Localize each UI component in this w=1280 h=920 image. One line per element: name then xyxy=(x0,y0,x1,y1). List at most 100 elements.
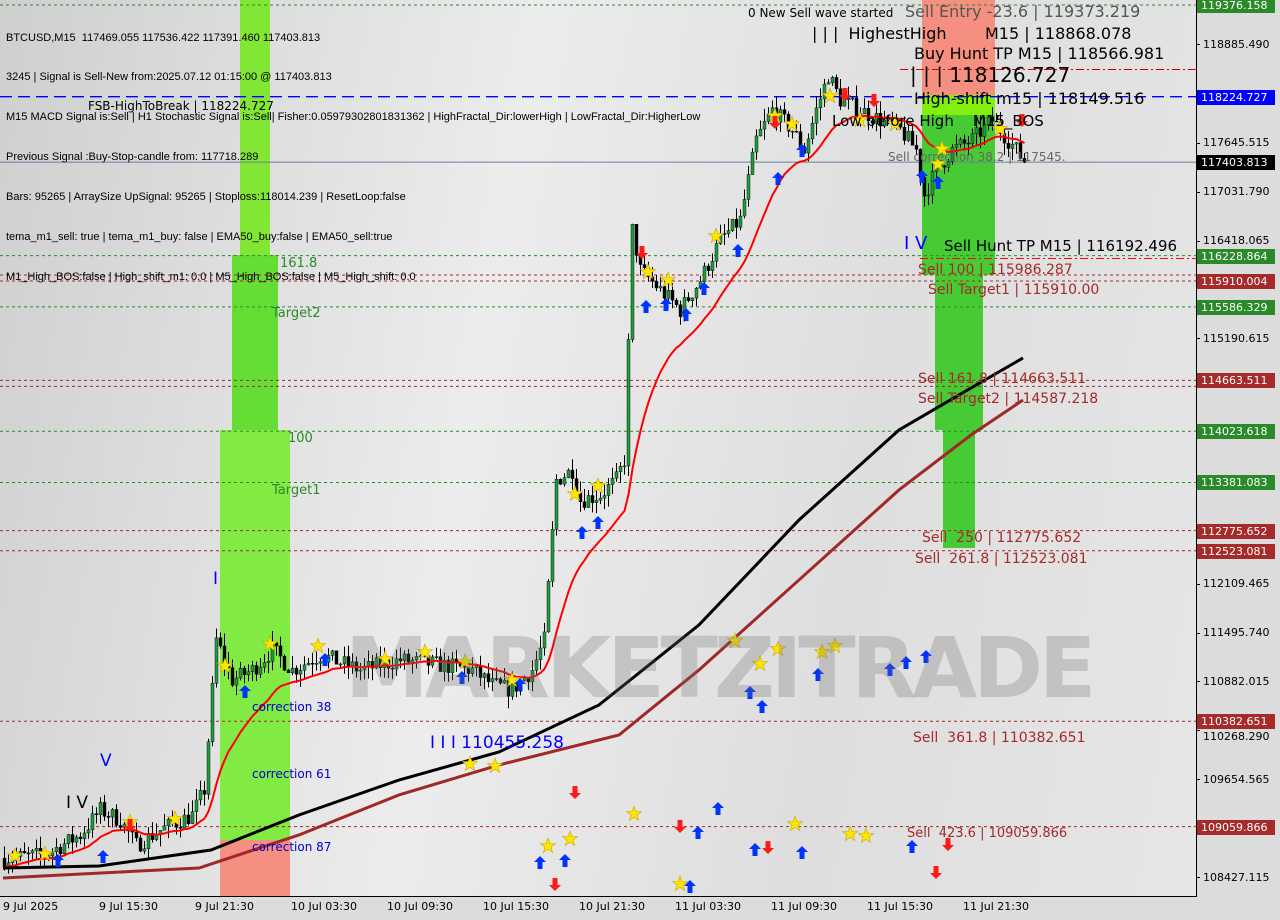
star-icon xyxy=(751,655,769,672)
bull-candle xyxy=(182,814,187,829)
bull-candle xyxy=(826,82,831,85)
up-arrow-icon xyxy=(900,656,912,669)
bull-candle xyxy=(566,469,571,478)
bull-candle xyxy=(146,833,151,849)
bull-candle xyxy=(214,637,219,684)
bear-candle xyxy=(26,852,31,855)
up-arrow-icon xyxy=(772,172,784,185)
ema-long-line xyxy=(2,398,1024,880)
price-tag: 112775.652 xyxy=(1197,523,1275,539)
price-tag: 114663.511 xyxy=(1197,373,1275,389)
star-icon xyxy=(309,637,327,654)
bull-candle xyxy=(562,477,567,485)
bull-candle xyxy=(586,495,591,508)
bull-candle xyxy=(110,809,115,818)
star-icon xyxy=(6,847,24,864)
up-arrow-icon xyxy=(749,843,761,856)
bull-candle xyxy=(742,199,747,217)
bear-candle xyxy=(870,120,875,124)
y-tick-label: 110268.290 xyxy=(1203,730,1270,744)
bull-candle xyxy=(198,790,203,801)
bull-candle xyxy=(814,107,819,124)
bull-candle xyxy=(554,479,559,530)
correction-87-label: correction 87 xyxy=(252,840,332,854)
bear-candle xyxy=(866,108,871,121)
star-icon xyxy=(933,140,951,157)
bull-candle xyxy=(946,161,951,168)
bull-candle xyxy=(34,848,39,851)
bull-candle xyxy=(82,832,87,840)
sell-361-label: Sell 361.8 | 110382.651 xyxy=(913,730,1086,746)
bull-candle xyxy=(926,194,931,197)
bear-candle xyxy=(254,665,259,675)
bull-candle xyxy=(986,116,991,125)
up-arrow-icon xyxy=(640,300,652,313)
price-tag: 116228.864 xyxy=(1197,248,1275,264)
bear-candle xyxy=(390,667,395,670)
bull-candle xyxy=(482,673,487,678)
tick-mark xyxy=(1196,44,1200,46)
bull-candle xyxy=(626,339,631,467)
down-arrow-icon xyxy=(942,838,954,851)
bear-candle xyxy=(914,145,919,150)
bear-candle xyxy=(590,495,595,503)
bear-candle xyxy=(78,836,83,840)
bear-candle xyxy=(114,809,119,826)
down-arrow-icon xyxy=(769,116,781,129)
up-arrow-icon xyxy=(514,678,526,691)
bull-candle xyxy=(190,811,195,824)
bull-candle xyxy=(738,215,743,228)
tick-mark xyxy=(1196,240,1200,242)
down-arrow-icon xyxy=(124,819,136,832)
bull-candle xyxy=(338,663,343,666)
bull-candle xyxy=(206,741,211,795)
bear-candle xyxy=(782,109,787,115)
bear-candle xyxy=(70,834,75,843)
down-arrow-icon xyxy=(839,88,851,101)
chart-plot-area[interactable]: MARKETZITRADE BTCUSD,M15 117469.055 1175… xyxy=(0,0,1197,897)
bull-candle xyxy=(318,661,323,664)
star-icon xyxy=(539,837,557,854)
star-icon xyxy=(991,120,1009,137)
bull-candle xyxy=(490,678,495,683)
bull-candle xyxy=(162,825,167,831)
bear-candle xyxy=(494,678,499,680)
bull-candle xyxy=(842,99,847,107)
bull-candle xyxy=(546,581,551,633)
bull-candle xyxy=(694,287,699,299)
bull-candle xyxy=(630,224,635,340)
buy-hunt-tp-label: Buy Hunt TP M15 | 118566.981 xyxy=(914,44,1165,63)
price-tag: 113381.083 xyxy=(1197,475,1275,491)
bull-candle xyxy=(710,261,715,271)
y-tick-label: 108427.115 xyxy=(1203,870,1270,884)
bear-candle xyxy=(310,662,315,665)
bear-candle xyxy=(798,131,803,147)
star-icon xyxy=(416,643,434,660)
up-arrow-icon xyxy=(52,854,64,867)
fib-100-label: 100 xyxy=(288,431,313,446)
tick-mark xyxy=(1196,730,1200,732)
price-axis[interactable]: 108427.115 109654.565 110268.290 110882.015… xyxy=(1196,0,1280,920)
up-arrow-icon xyxy=(684,880,696,893)
bear-candle xyxy=(278,645,283,657)
sell-100-label: Sell 100 | 115986.287 xyxy=(918,262,1073,278)
bear-candle xyxy=(558,479,563,485)
bear-candle xyxy=(486,673,491,683)
bear-candle xyxy=(446,659,451,673)
bull-candle xyxy=(442,659,447,672)
x-tick-label: 10 Jul 09:30 xyxy=(387,900,453,913)
y-tick-label: 110882.015 xyxy=(1203,674,1270,688)
star-icon xyxy=(671,875,689,892)
bull-candle xyxy=(846,98,851,100)
bear-candle xyxy=(642,264,647,268)
bull-candle xyxy=(954,143,959,148)
wave-i-label: I xyxy=(213,569,219,589)
bull-candle xyxy=(610,477,615,485)
bear-candle xyxy=(686,297,691,301)
indicator-info-panel: BTCUSD,M15 117469.055 117536.422 117391.… xyxy=(6,5,700,311)
bear-candle xyxy=(22,851,27,854)
bull-candle xyxy=(958,139,963,145)
bull-candle xyxy=(258,666,263,675)
info-line: M15 MACD Signal is:Sell | H1 Stochastic … xyxy=(6,111,701,124)
bull-candle xyxy=(930,171,935,196)
